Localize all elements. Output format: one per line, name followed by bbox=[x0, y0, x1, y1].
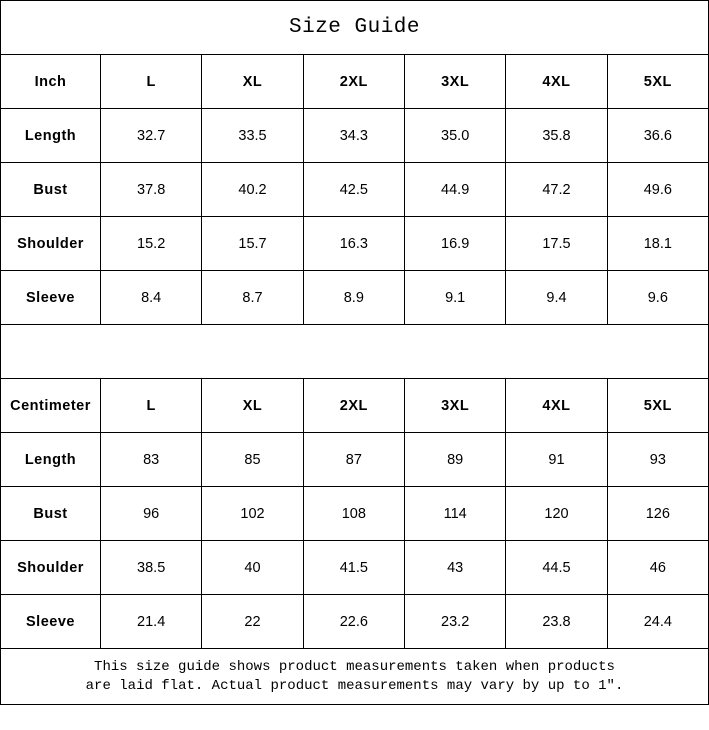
row-label: Length bbox=[0, 108, 101, 163]
table-row: Shoulder 38.5 40 41.5 43 44.5 46 bbox=[0, 540, 709, 595]
table-row: Bust 96 102 108 114 120 126 bbox=[0, 486, 709, 541]
size-col-header: L bbox=[99, 378, 203, 433]
row-label: Sleeve bbox=[0, 270, 101, 325]
unit-header-inch: Inch bbox=[0, 54, 101, 109]
size-col-header: XL bbox=[201, 54, 304, 109]
footer-note-line2: are laid flat. Actual product measuremen… bbox=[85, 677, 624, 694]
spacer-row bbox=[0, 324, 709, 379]
spacer-cell bbox=[0, 324, 709, 379]
size-col-header: 3XL bbox=[403, 378, 507, 433]
size-col-header: 5XL bbox=[606, 54, 709, 109]
measurement-value: 120 bbox=[505, 486, 608, 541]
measurement-value: 49.6 bbox=[606, 162, 709, 217]
measurement-value: 9.6 bbox=[606, 270, 709, 325]
measurement-value: 15.2 bbox=[99, 216, 203, 271]
row-label: Length bbox=[0, 432, 101, 487]
footer-row: This size guide shows product measuremen… bbox=[0, 648, 709, 705]
size-col-header: 2XL bbox=[302, 378, 405, 433]
measurement-value: 9.4 bbox=[505, 270, 608, 325]
measurement-value: 22.6 bbox=[302, 594, 405, 649]
measurement-value: 87 bbox=[302, 432, 405, 487]
size-col-header: L bbox=[99, 54, 203, 109]
footer-note: This size guide shows product measuremen… bbox=[0, 648, 709, 705]
measurement-value: 91 bbox=[505, 432, 608, 487]
row-label: Shoulder bbox=[0, 216, 101, 271]
measurement-value: 16.3 bbox=[302, 216, 405, 271]
centimeter-header-row: Centimeter L XL 2XL 3XL 4XL 5XL bbox=[0, 378, 709, 433]
measurement-value: 8.7 bbox=[201, 270, 304, 325]
measurement-value: 93 bbox=[606, 432, 709, 487]
measurement-value: 18.1 bbox=[606, 216, 709, 271]
size-col-header: 2XL bbox=[302, 54, 405, 109]
measurement-value: 36.6 bbox=[606, 108, 709, 163]
measurement-value: 40.2 bbox=[201, 162, 304, 217]
measurement-value: 89 bbox=[403, 432, 507, 487]
measurement-value: 23.8 bbox=[505, 594, 608, 649]
measurement-value: 9.1 bbox=[403, 270, 507, 325]
row-label: Bust bbox=[0, 162, 101, 217]
inch-header-row: Inch L XL 2XL 3XL 4XL 5XL bbox=[0, 54, 709, 109]
measurement-value: 44.9 bbox=[403, 162, 507, 217]
measurement-value: 24.4 bbox=[606, 594, 709, 649]
size-guide-title: Size Guide bbox=[0, 0, 709, 55]
table-row: Bust 37.8 40.2 42.5 44.9 47.2 49.6 bbox=[0, 162, 709, 217]
title-row: Size Guide bbox=[0, 0, 709, 55]
measurement-value: 47.2 bbox=[505, 162, 608, 217]
measurement-value: 17.5 bbox=[505, 216, 608, 271]
measurement-value: 96 bbox=[99, 486, 203, 541]
row-label: Bust bbox=[0, 486, 101, 541]
measurement-value: 114 bbox=[403, 486, 507, 541]
measurement-value: 23.2 bbox=[403, 594, 507, 649]
table-row: Length 32.7 33.5 34.3 35.0 35.8 36.6 bbox=[0, 108, 709, 163]
measurement-value: 46 bbox=[606, 540, 709, 595]
unit-header-centimeter: Centimeter bbox=[0, 378, 101, 433]
measurement-value: 38.5 bbox=[99, 540, 203, 595]
size-col-header: 4XL bbox=[505, 378, 608, 433]
measurement-value: 15.7 bbox=[201, 216, 304, 271]
size-col-header: XL bbox=[201, 378, 304, 433]
table-row: Sleeve 8.4 8.7 8.9 9.1 9.4 9.6 bbox=[0, 270, 709, 325]
measurement-value: 34.3 bbox=[302, 108, 405, 163]
measurement-value: 33.5 bbox=[201, 108, 304, 163]
measurement-value: 44.5 bbox=[505, 540, 608, 595]
measurement-value: 37.8 bbox=[99, 162, 203, 217]
measurement-value: 21.4 bbox=[99, 594, 203, 649]
measurement-value: 8.9 bbox=[302, 270, 405, 325]
measurement-value: 35.0 bbox=[403, 108, 507, 163]
table-row: Length 83 85 87 89 91 93 bbox=[0, 432, 709, 487]
measurement-value: 108 bbox=[302, 486, 405, 541]
table-row: Sleeve 21.4 22 22.6 23.2 23.8 24.4 bbox=[0, 594, 709, 649]
measurement-value: 41.5 bbox=[302, 540, 405, 595]
measurement-value: 32.7 bbox=[99, 108, 203, 163]
measurement-value: 83 bbox=[99, 432, 203, 487]
measurement-value: 40 bbox=[201, 540, 304, 595]
size-col-header: 4XL bbox=[505, 54, 608, 109]
size-guide-table: Size Guide Inch L XL 2XL 3XL 4XL 5XL Len… bbox=[0, 0, 709, 705]
measurement-value: 42.5 bbox=[302, 162, 405, 217]
size-col-header: 5XL bbox=[606, 378, 709, 433]
measurement-value: 35.8 bbox=[505, 108, 608, 163]
row-label: Sleeve bbox=[0, 594, 101, 649]
measurement-value: 22 bbox=[201, 594, 304, 649]
table-row: Shoulder 15.2 15.7 16.3 16.9 17.5 18.1 bbox=[0, 216, 709, 271]
measurement-value: 8.4 bbox=[99, 270, 203, 325]
measurement-value: 126 bbox=[606, 486, 709, 541]
measurement-value: 102 bbox=[201, 486, 304, 541]
size-col-header: 3XL bbox=[403, 54, 507, 109]
row-label: Shoulder bbox=[0, 540, 101, 595]
footer-note-line1: This size guide shows product measuremen… bbox=[94, 658, 615, 675]
measurement-value: 16.9 bbox=[403, 216, 507, 271]
measurement-value: 85 bbox=[201, 432, 304, 487]
measurement-value: 43 bbox=[403, 540, 507, 595]
